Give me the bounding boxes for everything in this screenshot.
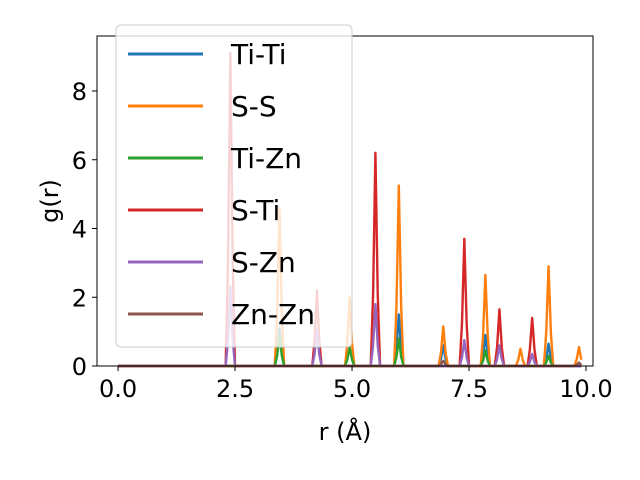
legend-label: S-S [231, 90, 277, 123]
x-tick-label: 5.0 [333, 375, 371, 403]
x-tick-label: 0.0 [99, 375, 137, 403]
series-line-zn-zn [118, 359, 583, 368]
y-axis-label: g(r) [36, 179, 64, 223]
y-axis: 0 2 4 6 8 [72, 78, 97, 381]
x-tick-label: 7.5 [450, 375, 488, 403]
y-tick-label: 2 [72, 284, 87, 312]
legend-label: S-Zn [231, 246, 296, 279]
x-tick-label: 2.5 [216, 375, 254, 403]
legend-label: Zn-Zn [231, 298, 315, 331]
y-tick-label: 0 [72, 353, 87, 381]
y-tick-label: 8 [72, 78, 87, 106]
x-axis: 0.0 2.5 5.0 7.5 10.0 [99, 366, 613, 403]
legend-label: Ti-Ti [230, 38, 287, 71]
legend-label: S-Ti [231, 194, 280, 227]
legend: Ti-Ti S-S Ti-Zn S-Ti S-Zn Zn-Zn [115, 24, 353, 348]
x-axis-label: r (Å) [319, 417, 372, 446]
x-tick-label: 10.0 [559, 375, 612, 403]
y-tick-label: 6 [72, 147, 87, 175]
legend-items: Ti-Ti S-S Ti-Zn S-Ti S-Zn Zn-Zn [128, 38, 315, 331]
y-tick-label: 4 [72, 216, 87, 244]
legend-label: Ti-Zn [230, 142, 302, 175]
